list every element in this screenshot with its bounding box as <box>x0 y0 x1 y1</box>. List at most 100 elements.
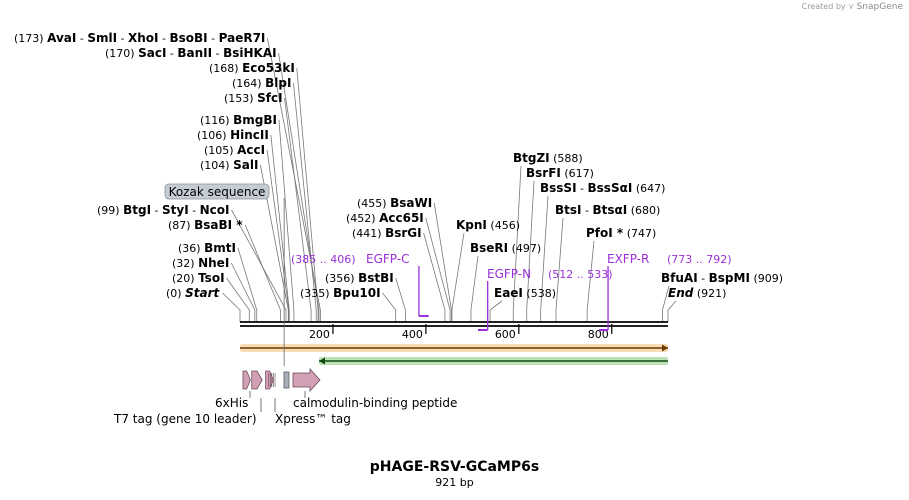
cut-site-bseri[interactable]: BseRI (497) <box>470 241 541 255</box>
cut-site-eaei[interactable]: EaeI (538) <box>494 286 556 300</box>
cut-site-btgzi[interactable]: BtgZI (588) <box>513 151 583 165</box>
enzyme-name[interactable]: HincII <box>230 128 269 142</box>
primer-egfp-c[interactable]: (385 .. 406) EGFP-C <box>291 252 429 317</box>
feature-label-text[interactable]: T7 tag (gene 10 leader) <box>113 412 257 426</box>
enzyme-name[interactable]: SalI <box>233 158 258 172</box>
cut-site-acci[interactable]: (105) AccI <box>204 143 265 157</box>
cut-site-tsoi[interactable]: (20) TsoI <box>172 271 225 285</box>
feature-label-text[interactable]: calmodulin-binding peptide <box>293 396 457 410</box>
cut-site-label-hincii[interactable]: (106) HincII <box>197 128 269 142</box>
cut-site-acc65i[interactable]: (452) Acc65I <box>346 211 424 225</box>
enzyme-name[interactable]: AccI <box>237 143 265 157</box>
feature-label-6xhis[interactable]: 6xHis <box>215 391 251 410</box>
cut-site-label-bsabi[interactable]: (87) BsaBI * <box>168 218 243 232</box>
cut-site-label-bmgbi[interactable]: (116) BmgBI <box>200 113 277 127</box>
cut-site-label-blpi[interactable]: (164) BlpI <box>232 76 291 90</box>
cut-site-label-bpu10i[interactable]: (335) Bpu10I <box>300 286 381 300</box>
enzyme-name[interactable]: SacI <box>138 46 166 60</box>
cut-site-label-bstbi[interactable]: (356) BstBI <box>325 271 394 285</box>
cut-site-label-btgzi[interactable]: BtgZI (588) <box>513 151 583 165</box>
enzyme-name[interactable]: BsiHKAI <box>223 46 277 60</box>
enzyme-name[interactable]: BtgZI <box>513 151 550 165</box>
enzyme-name[interactable]: BseRI <box>470 241 508 255</box>
enzyme-name[interactable]: SfcI <box>257 91 282 105</box>
cut-site-sali[interactable]: (104) SalI <box>200 158 258 172</box>
feature-label-text[interactable]: Xpress™ tag <box>275 412 351 426</box>
enzyme-name[interactable]: BmtI <box>204 241 236 255</box>
cut-site-label-nhei[interactable]: (32) NheI <box>172 256 229 270</box>
cut-site-nhei[interactable]: (32) NheI <box>172 256 229 270</box>
enzyme-name[interactable]: KpnI <box>456 218 487 232</box>
cut-site-bsrfi[interactable]: BsrFI (617) <box>526 166 594 180</box>
cut-site-label-bsawi[interactable]: (455) BsaWI <box>357 196 432 210</box>
feature-label-calmodulin-binding-peptide[interactable]: calmodulin-binding peptide <box>293 391 457 410</box>
cut-site-label-sali[interactable]: (104) SalI <box>200 158 258 172</box>
enzyme-name[interactable]: BsrGI <box>385 226 422 240</box>
cut-site-label-start[interactable]: (0) Start <box>166 286 220 300</box>
feature-label-text[interactable]: 6xHis <box>215 396 248 410</box>
enzyme-name[interactable]: NcoI <box>200 203 230 217</box>
enzyme-name[interactable]: EaeI <box>494 286 523 300</box>
enzyme-name[interactable]: BtgI <box>123 203 151 217</box>
enzyme-name[interactable]: BsoBI <box>170 31 208 45</box>
cut-site-label-sfci[interactable]: (153) SfcI <box>224 91 283 105</box>
enzyme-name[interactable]: PaeR7I <box>219 31 266 45</box>
cut-site-label-tsoi[interactable]: (20) TsoI <box>172 271 225 285</box>
cut-site-label-btgi[interactable]: (99) BtgI - StyI - NcoI <box>97 203 230 217</box>
primer-name[interactable]: EXFP-R <box>607 252 649 266</box>
cut-site-blpi[interactable]: (164) BlpI <box>232 76 291 90</box>
enzyme-name[interactable]: BlpI <box>265 76 291 90</box>
cut-site-btgi[interactable]: (99) BtgI - StyI - NcoI <box>97 203 230 217</box>
cut-site-label-bsssi[interactable]: BssSI - BssSαI (647) <box>540 181 665 195</box>
enzyme-name[interactable]: TsoI <box>198 271 224 285</box>
cut-site-bsrgi[interactable]: (441) BsrGI <box>352 226 422 240</box>
enzyme-name[interactable]: BstBI <box>358 271 394 285</box>
kozak-label[interactable]: Kozak sequence <box>169 185 266 199</box>
cut-site-btsi[interactable]: BtsI - BtsαI (680) <box>555 203 660 217</box>
cut-site-end[interactable]: End (921) <box>668 286 726 300</box>
feature-label-t7-tag-gene-10-leader[interactable]: T7 tag (gene 10 leader) <box>113 398 262 426</box>
cut-site-label-acc65i[interactable]: (452) Acc65I <box>346 211 424 225</box>
cut-site-label-bsrfi[interactable]: BsrFI (617) <box>526 166 594 180</box>
cut-site-label-bmti[interactable]: (36) BmtI <box>178 241 236 255</box>
cut-site-label-saci[interactable]: (170) SacI - BanII - BsiHKAI <box>105 46 277 60</box>
cut-site-bmti[interactable]: (36) BmtI <box>178 241 236 255</box>
cut-site-label-bsrgi[interactable]: (441) BsrGI <box>352 226 422 240</box>
cut-site-bstbi[interactable]: (356) BstBI <box>325 271 394 285</box>
enzyme-name[interactable]: PfoI * <box>586 226 624 240</box>
cut-site-label-acci[interactable]: (105) AccI <box>204 143 265 157</box>
feature-label-xpress-tag[interactable]: Xpress™ tag <box>274 398 351 426</box>
enzyme-name[interactable]: BmgBI <box>233 113 277 127</box>
enzyme-name[interactable]: StyI <box>162 203 189 217</box>
primer-exfp-r[interactable]: (773 .. 792) EXFP-R <box>599 252 732 331</box>
cut-site-label-btsi[interactable]: BtsI - BtsαI (680) <box>555 203 660 217</box>
enzyme-name[interactable]: BtsαI <box>592 203 627 217</box>
enzyme-name[interactable]: NheI <box>198 256 229 270</box>
cut-site-bsawi[interactable]: (455) BsaWI <box>357 196 432 210</box>
enzyme-name[interactable]: Bpu10I <box>333 286 380 300</box>
cut-site-start[interactable]: (0) Start <box>166 286 220 300</box>
cut-site-bsabi[interactable]: (87) BsaBI * <box>168 218 243 232</box>
feature-t7-tag[interactable] <box>251 370 263 390</box>
feature-xpress-tag[interactable] <box>265 370 276 390</box>
enzyme-name[interactable]: BssSαI <box>588 181 633 195</box>
primer-name[interactable]: EGFP-N <box>487 267 531 281</box>
enzyme-name[interactable]: BanII <box>177 46 212 60</box>
feature-6xhis[interactable] <box>242 370 251 390</box>
reverse-orf[interactable] <box>319 357 668 365</box>
enzyme-name[interactable]: Start <box>185 286 220 300</box>
feature-kozak-sequence[interactable]: Kozak sequence <box>164 183 285 366</box>
feature-kozak-glyph[interactable] <box>283 371 290 389</box>
cut-site-label-pfoi[interactable]: PfoI * (747) <box>586 226 656 240</box>
cut-site-label-bfuai[interactable]: BfuAI - BspMI (909) <box>661 271 783 285</box>
cut-site-kpni[interactable]: KpnI (456) <box>456 218 520 232</box>
cut-site-pfoi[interactable]: PfoI * (747) <box>586 226 656 240</box>
cut-site-label-eaei[interactable]: EaeI (538) <box>494 286 556 300</box>
cut-site-label-end[interactable]: End (921) <box>668 286 726 300</box>
enzyme-name[interactable]: BfuAI <box>661 271 698 285</box>
enzyme-name[interactable]: BspMI <box>709 271 750 285</box>
cut-site-label-avai[interactable]: (173) AvaI - SmlI - XhoI - BsoBI - PaeR7… <box>14 31 265 45</box>
feature-xpress-tag-arrow[interactable] <box>265 370 274 390</box>
kozak-glyph[interactable] <box>283 371 290 389</box>
feature-6xhis-arrow[interactable] <box>242 370 251 390</box>
